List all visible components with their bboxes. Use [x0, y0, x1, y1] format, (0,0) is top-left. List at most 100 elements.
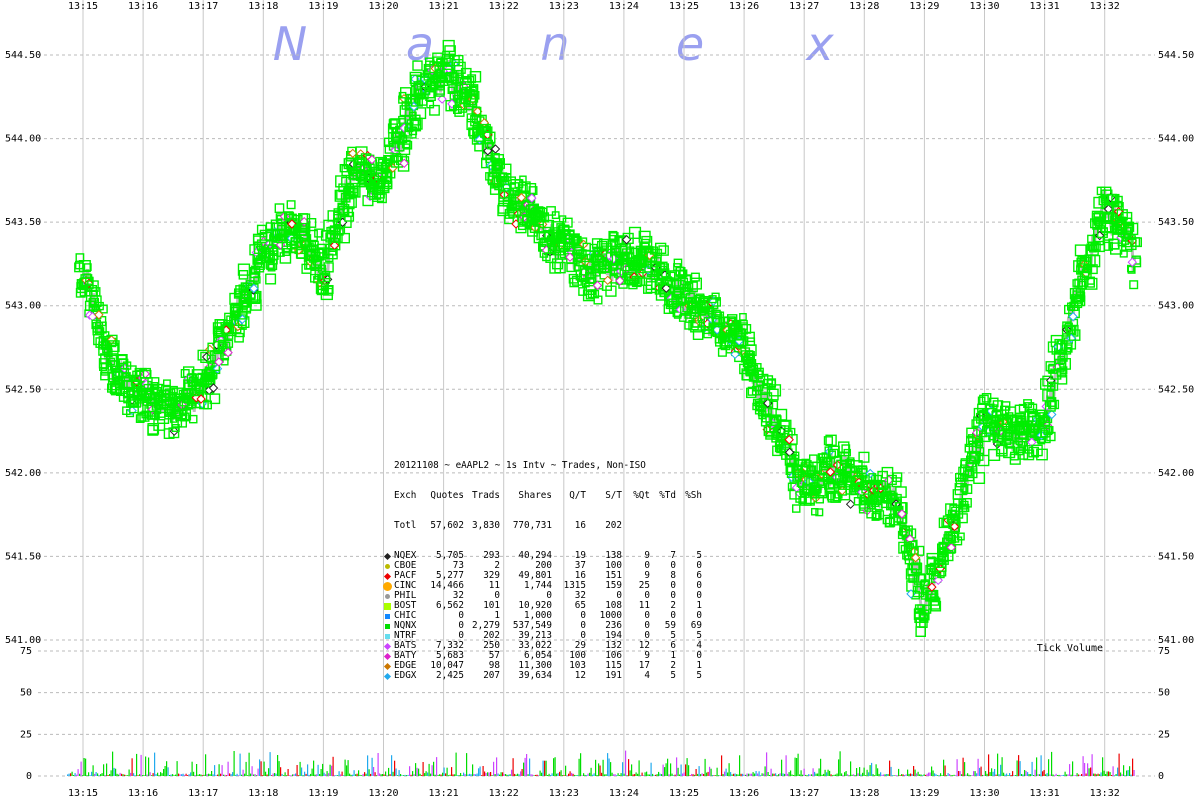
trade-marker [470, 90, 480, 100]
volume-bar [895, 775, 897, 776]
volume-bar [544, 760, 546, 776]
volume-bar [611, 772, 613, 776]
volume-bar [151, 775, 153, 776]
volume-bar [1121, 774, 1123, 776]
price-axis-labels: 544.50 544.50 544.00 544.00 543.50 543.50 543.… [5, 50, 1194, 646]
stats-cell: 98 [488, 660, 500, 671]
volume-bar [1093, 773, 1095, 776]
volume-bar [458, 775, 460, 776]
volume-bar [734, 773, 736, 776]
volume-bar [407, 774, 409, 776]
volume-bar [439, 774, 441, 776]
volume-bar [425, 771, 427, 776]
volume-bar [664, 767, 666, 776]
volume-bar [998, 774, 1000, 776]
volume-bar [397, 775, 399, 776]
volume-bar [539, 770, 541, 776]
trade-marker [98, 363, 107, 372]
volume-bar [979, 767, 981, 776]
volume-bar [565, 765, 567, 776]
exchange-swatch-icon [380, 602, 394, 610]
stats-cell: Exch [394, 490, 417, 501]
volume-bar [908, 773, 910, 776]
trade-marker [920, 579, 930, 589]
volume-bar [107, 775, 109, 776]
exchange-marker [527, 193, 537, 203]
volume-bar [820, 758, 822, 776]
stats-cell: 65 [574, 600, 586, 611]
trade-marker [692, 329, 704, 341]
volume-bar [575, 775, 577, 776]
volume-bar [184, 774, 186, 776]
stats-cell: 9 [644, 570, 650, 581]
stats-cell: 6,562 [436, 600, 464, 611]
volume-bar [946, 775, 948, 776]
volume-bar [1087, 763, 1089, 776]
trade-marker [150, 382, 159, 391]
time-tick-label-top: 13:27 [789, 1, 819, 12]
volume-bar [757, 773, 759, 776]
volume-bar [1115, 774, 1117, 776]
volume-bar [574, 774, 576, 776]
trade-marker [973, 472, 986, 484]
volume-bar [223, 774, 225, 776]
trade-marker [552, 258, 564, 270]
trade-marker [171, 416, 183, 428]
volume-bar [907, 769, 909, 776]
stats-cell: 1315 [563, 580, 586, 591]
trade-marker [1040, 416, 1051, 427]
volume-bar [502, 772, 504, 776]
stats-cell: 250 [483, 640, 500, 651]
volume-bar [620, 773, 622, 776]
volume-bar [377, 753, 379, 776]
volume-bar [92, 765, 94, 776]
time-tick-label-bottom: 13:22 [489, 788, 519, 799]
stats-cell: 1 [494, 610, 500, 621]
volume-bar [538, 775, 540, 776]
volume-bar [1003, 772, 1005, 776]
trade-marker [169, 415, 178, 423]
volume-bar [997, 753, 999, 776]
trade-marker [1046, 397, 1056, 407]
volume-bar [253, 774, 255, 776]
trade-marker [811, 485, 821, 495]
volume-bar [331, 765, 333, 776]
trade-marker [1059, 358, 1072, 370]
volume-bar [725, 768, 727, 776]
trade-marker [684, 282, 694, 291]
trade-marker [162, 379, 171, 388]
price-tick-label-right: 541.00 [1158, 635, 1194, 646]
volume-bar [731, 774, 733, 776]
volume-bar [583, 773, 585, 776]
time-tick-label-bottom: 13:15 [68, 788, 98, 799]
volume-bar [634, 774, 636, 776]
volume-bar [104, 775, 106, 776]
volume-bar [79, 773, 81, 776]
volume-bar [482, 766, 484, 776]
volume-bar [712, 775, 714, 776]
volume-bar [710, 768, 712, 776]
trade-marker [609, 238, 619, 247]
volume-bar [656, 774, 658, 776]
volume-bar [970, 775, 972, 776]
volume-bar [1073, 775, 1075, 776]
volume-bar [916, 773, 918, 776]
volume-bar [830, 774, 832, 776]
volume-bar [1094, 773, 1096, 776]
volume-bar [248, 752, 250, 776]
stats-cell: 3,830 [472, 520, 500, 531]
volume-bar [163, 769, 165, 776]
volume-bar [128, 769, 130, 776]
volume-bar [1060, 775, 1062, 776]
volume-bar [181, 774, 183, 776]
volume-bar [136, 753, 138, 776]
volume-bar [938, 775, 940, 776]
volume-bar [665, 763, 667, 776]
volume-bar [428, 763, 430, 776]
volume-bar [818, 768, 820, 776]
volume-bar [805, 774, 807, 776]
time-tick-label-top: 13:26 [729, 1, 759, 12]
trade-marker [1059, 353, 1068, 362]
volume-bar [389, 774, 391, 776]
stats-cell: 57,602 [430, 520, 464, 531]
